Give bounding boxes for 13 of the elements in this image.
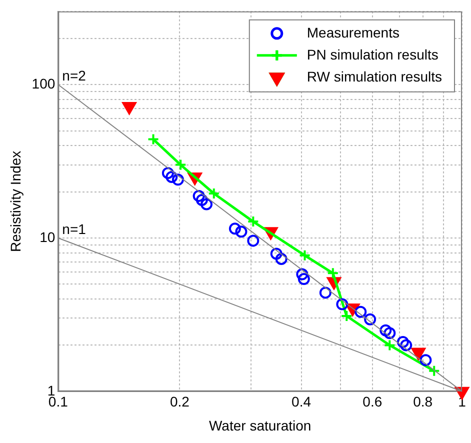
x-tick-label: 0.4 xyxy=(292,394,312,410)
legend-label: RW simulation results xyxy=(306,68,442,84)
annotation: n=1 xyxy=(62,220,86,237)
annotation: n=2 xyxy=(62,67,86,84)
x-tick-label: 0.2 xyxy=(170,394,190,410)
x-tick-label: 0.6 xyxy=(362,394,382,410)
y-axis-title: Resistivity Index xyxy=(7,150,24,252)
x-axis-title: Water saturation xyxy=(208,417,312,434)
y-tick-label: 10 xyxy=(40,228,56,245)
x-tick-label: 0.8 xyxy=(413,394,433,410)
legend-label: Measurements xyxy=(306,24,400,40)
y-tick-label: 100 xyxy=(32,75,56,92)
legend-label: PN simulation results xyxy=(306,46,438,62)
